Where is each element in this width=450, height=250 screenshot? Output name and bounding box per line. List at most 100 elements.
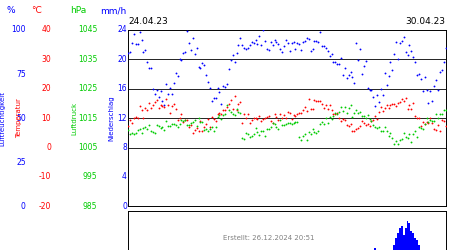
Point bbox=[341, 105, 348, 109]
Point bbox=[431, 118, 438, 122]
Point bbox=[442, 124, 449, 128]
Point bbox=[243, 131, 250, 135]
Point bbox=[126, 50, 134, 54]
Point bbox=[423, 120, 430, 124]
Point bbox=[313, 99, 320, 103]
Bar bbox=[412, 233, 414, 250]
Point bbox=[311, 40, 318, 44]
Point bbox=[322, 46, 329, 50]
Point bbox=[168, 122, 176, 126]
Point bbox=[286, 49, 293, 53]
Point bbox=[302, 105, 309, 109]
Point bbox=[296, 42, 303, 46]
Point bbox=[149, 88, 157, 92]
Point bbox=[398, 97, 405, 101]
Point bbox=[193, 124, 200, 128]
Point bbox=[368, 119, 375, 123]
Point bbox=[375, 110, 382, 114]
Point bbox=[254, 42, 261, 46]
Point bbox=[134, 128, 141, 132]
Point bbox=[159, 99, 166, 103]
Point bbox=[366, 124, 373, 128]
Point bbox=[411, 129, 418, 133]
Point bbox=[389, 102, 396, 106]
Point bbox=[360, 114, 367, 117]
Point bbox=[197, 119, 204, 123]
Text: Erstellt: 26.12.2024 20:51: Erstellt: 26.12.2024 20:51 bbox=[224, 236, 315, 242]
Point bbox=[338, 56, 345, 60]
Point bbox=[419, 89, 426, 93]
Point bbox=[375, 125, 382, 129]
Point bbox=[428, 119, 436, 123]
Point bbox=[260, 28, 267, 32]
Point bbox=[182, 50, 189, 54]
Point bbox=[389, 136, 396, 140]
Text: 12: 12 bbox=[117, 114, 127, 122]
Point bbox=[191, 52, 198, 56]
Point bbox=[436, 130, 443, 134]
Point bbox=[316, 122, 324, 126]
Point bbox=[151, 92, 158, 96]
Text: 24.04.23: 24.04.23 bbox=[128, 18, 168, 26]
Point bbox=[326, 115, 333, 119]
Point bbox=[128, 41, 135, 45]
Point bbox=[364, 122, 371, 126]
Point bbox=[151, 100, 158, 104]
Point bbox=[434, 116, 441, 120]
Point bbox=[221, 108, 229, 112]
Bar bbox=[418, 245, 420, 250]
Point bbox=[290, 121, 297, 125]
Point bbox=[263, 114, 270, 118]
Point bbox=[402, 96, 409, 100]
Point bbox=[400, 35, 407, 39]
Point bbox=[347, 70, 354, 74]
Point bbox=[432, 128, 440, 132]
Point bbox=[256, 114, 263, 118]
Point bbox=[237, 36, 244, 40]
Point bbox=[339, 110, 346, 114]
Point bbox=[155, 124, 162, 128]
Text: 50: 50 bbox=[16, 114, 26, 122]
Point bbox=[315, 40, 322, 44]
Point bbox=[387, 102, 394, 106]
Text: 0: 0 bbox=[46, 143, 51, 152]
Point bbox=[406, 103, 413, 107]
Point bbox=[153, 98, 160, 102]
Point bbox=[201, 63, 208, 67]
Point bbox=[336, 116, 343, 120]
Bar bbox=[374, 248, 376, 250]
Point bbox=[360, 64, 367, 68]
Point bbox=[182, 118, 189, 122]
Point bbox=[165, 92, 172, 96]
Point bbox=[294, 120, 301, 124]
Point bbox=[241, 137, 248, 141]
Point bbox=[187, 123, 194, 127]
Point bbox=[305, 130, 312, 134]
Point bbox=[130, 32, 138, 36]
Point bbox=[425, 121, 432, 125]
Point bbox=[132, 42, 140, 46]
Point bbox=[185, 125, 193, 129]
Point bbox=[224, 103, 231, 107]
Point bbox=[356, 110, 364, 114]
Point bbox=[362, 58, 369, 62]
Point bbox=[400, 132, 407, 136]
Point bbox=[207, 125, 214, 129]
Point bbox=[208, 99, 216, 103]
Point bbox=[402, 50, 409, 54]
Bar bbox=[395, 238, 397, 250]
Point bbox=[246, 135, 253, 139]
Point bbox=[379, 128, 387, 132]
Point bbox=[244, 46, 252, 50]
Point bbox=[225, 102, 233, 106]
Point bbox=[377, 129, 384, 133]
Point bbox=[138, 108, 145, 112]
Point bbox=[292, 114, 299, 118]
Point bbox=[328, 108, 335, 112]
Point bbox=[396, 100, 404, 104]
Text: 20: 20 bbox=[42, 84, 51, 93]
Point bbox=[221, 85, 229, 89]
Point bbox=[383, 130, 390, 134]
Point bbox=[343, 111, 350, 115]
Point bbox=[162, 119, 170, 123]
